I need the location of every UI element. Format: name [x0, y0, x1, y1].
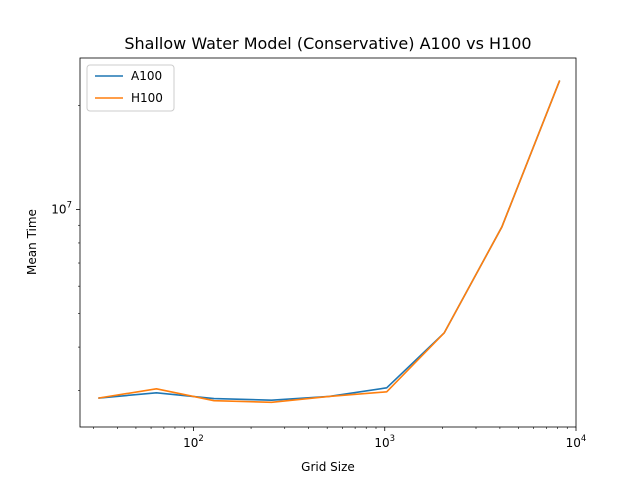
x-tick-label: 102: [183, 434, 204, 450]
x-tick-label: 104: [566, 434, 587, 450]
legend-label-h100: H100: [131, 91, 163, 105]
major-ticks: 102 103 104 107: [51, 200, 586, 450]
x-axis-label: Grid Size: [301, 460, 355, 474]
y-tick-label: 107: [51, 200, 72, 216]
series-line-h100: [98, 80, 561, 404]
legend-label-a100: A100: [131, 69, 162, 83]
minor-ticks: [78, 104, 568, 429]
chart-title: Shallow Water Model (Conservative) A100 …: [124, 34, 531, 53]
x-tick-label: 103: [374, 434, 395, 450]
series-line-a100: [98, 80, 561, 401]
series-layer: [98, 80, 561, 404]
y-axis-label: Mean Time: [25, 209, 39, 275]
legend: A100 H100: [86, 64, 175, 112]
plot-area: [79, 57, 577, 428]
